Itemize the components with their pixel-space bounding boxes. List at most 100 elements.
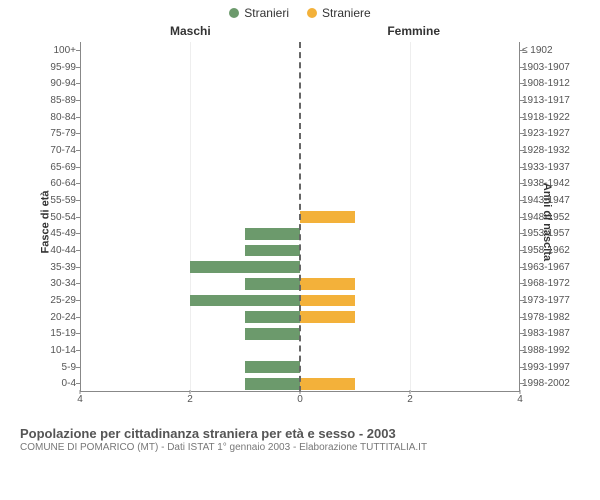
male-half [80, 92, 300, 109]
birth-year-label: ≤ 1902 [522, 45, 576, 56]
male-half [80, 109, 300, 126]
chart: Maschi Femmine Fasce di età Anni di nasc… [20, 22, 580, 422]
tick-mark [520, 383, 524, 384]
tick-mark [520, 233, 524, 234]
female-half [300, 275, 520, 292]
age-label: 85-89 [40, 95, 76, 106]
tick-mark [520, 283, 524, 284]
legend: Stranieri Straniere [0, 0, 600, 22]
female-half [300, 325, 520, 342]
age-label: 70-74 [40, 145, 76, 156]
male-half [80, 342, 300, 359]
male-half [80, 192, 300, 209]
birth-year-label: 1903-1907 [522, 62, 576, 73]
column-title-female: Femmine [387, 24, 440, 38]
birth-year-label: 1978-1982 [522, 312, 576, 323]
tick-mark [520, 100, 524, 101]
bar-female [300, 378, 355, 390]
female-half [300, 75, 520, 92]
birth-year-label: 1983-1987 [522, 328, 576, 339]
bar-male [245, 278, 300, 290]
male-half [80, 225, 300, 242]
female-half [300, 59, 520, 76]
age-label: 100+ [40, 45, 76, 56]
male-half [80, 275, 300, 292]
male-half [80, 42, 300, 59]
age-label: 60-64 [40, 178, 76, 189]
female-half [300, 125, 520, 142]
female-half [300, 225, 520, 242]
legend-swatch-female [307, 8, 317, 18]
birth-year-label: 1968-1972 [522, 278, 576, 289]
male-half [80, 59, 300, 76]
birth-year-label: 1963-1967 [522, 262, 576, 273]
male-half [80, 209, 300, 226]
tick-mark [520, 300, 524, 301]
x-tick-mark [520, 390, 521, 394]
x-tick-label: 4 [77, 394, 83, 405]
tick-mark [520, 117, 524, 118]
age-label: 15-19 [40, 328, 76, 339]
age-label: 80-84 [40, 112, 76, 123]
legend-swatch-male [229, 8, 239, 18]
male-half [80, 242, 300, 259]
birth-year-label: 1923-1927 [522, 128, 576, 139]
x-tick-mark [410, 390, 411, 394]
bar-male [245, 378, 300, 390]
tick-mark [520, 50, 524, 51]
female-half [300, 142, 520, 159]
age-label: 75-79 [40, 128, 76, 139]
female-half [300, 292, 520, 309]
bar-male [190, 295, 300, 307]
x-tick-label: 4 [517, 394, 523, 405]
male-half [80, 309, 300, 326]
x-tick-mark [80, 390, 81, 394]
age-label: 30-34 [40, 278, 76, 289]
plot-area: 100+≤ 190295-991903-190790-941908-191285… [80, 42, 520, 392]
female-half [300, 109, 520, 126]
age-label: 50-54 [40, 212, 76, 223]
legend-label-male: Stranieri [244, 6, 289, 20]
tick-mark [520, 67, 524, 68]
birth-year-label: 1908-1912 [522, 78, 576, 89]
birth-year-label: 1973-1977 [522, 295, 576, 306]
bar-male [245, 311, 300, 323]
bar-female [300, 311, 355, 323]
footer-title: Popolazione per cittadinanza straniera p… [20, 426, 580, 441]
female-half [300, 359, 520, 376]
tick-mark [520, 133, 524, 134]
female-half [300, 42, 520, 59]
male-half [80, 259, 300, 276]
female-half [300, 175, 520, 192]
age-label: 55-59 [40, 195, 76, 206]
age-label: 5-9 [40, 362, 76, 373]
tick-mark [520, 267, 524, 268]
male-half [80, 125, 300, 142]
bar-female [300, 211, 355, 223]
age-label: 65-69 [40, 162, 76, 173]
bar-male [245, 361, 300, 373]
age-label: 20-24 [40, 312, 76, 323]
birth-year-label: 1918-1922 [522, 112, 576, 123]
female-half [300, 259, 520, 276]
footer: Popolazione per cittadinanza straniera p… [0, 422, 600, 453]
column-title-male: Maschi [170, 24, 211, 38]
bar-male [245, 245, 300, 257]
bar-female [300, 278, 355, 290]
birth-year-label: 1933-1937 [522, 162, 576, 173]
x-tick-mark [190, 390, 191, 394]
bar-male [245, 328, 300, 340]
tick-mark [520, 217, 524, 218]
male-half [80, 292, 300, 309]
legend-label-female: Straniere [322, 6, 371, 20]
tick-mark [520, 183, 524, 184]
tick-mark [520, 317, 524, 318]
birth-year-label: 1988-1992 [522, 345, 576, 356]
female-half [300, 342, 520, 359]
x-tick-label: 0 [297, 394, 303, 405]
tick-mark [520, 367, 524, 368]
male-half [80, 159, 300, 176]
bar-male [245, 228, 300, 240]
tick-mark [520, 200, 524, 201]
center-divider [299, 42, 301, 392]
